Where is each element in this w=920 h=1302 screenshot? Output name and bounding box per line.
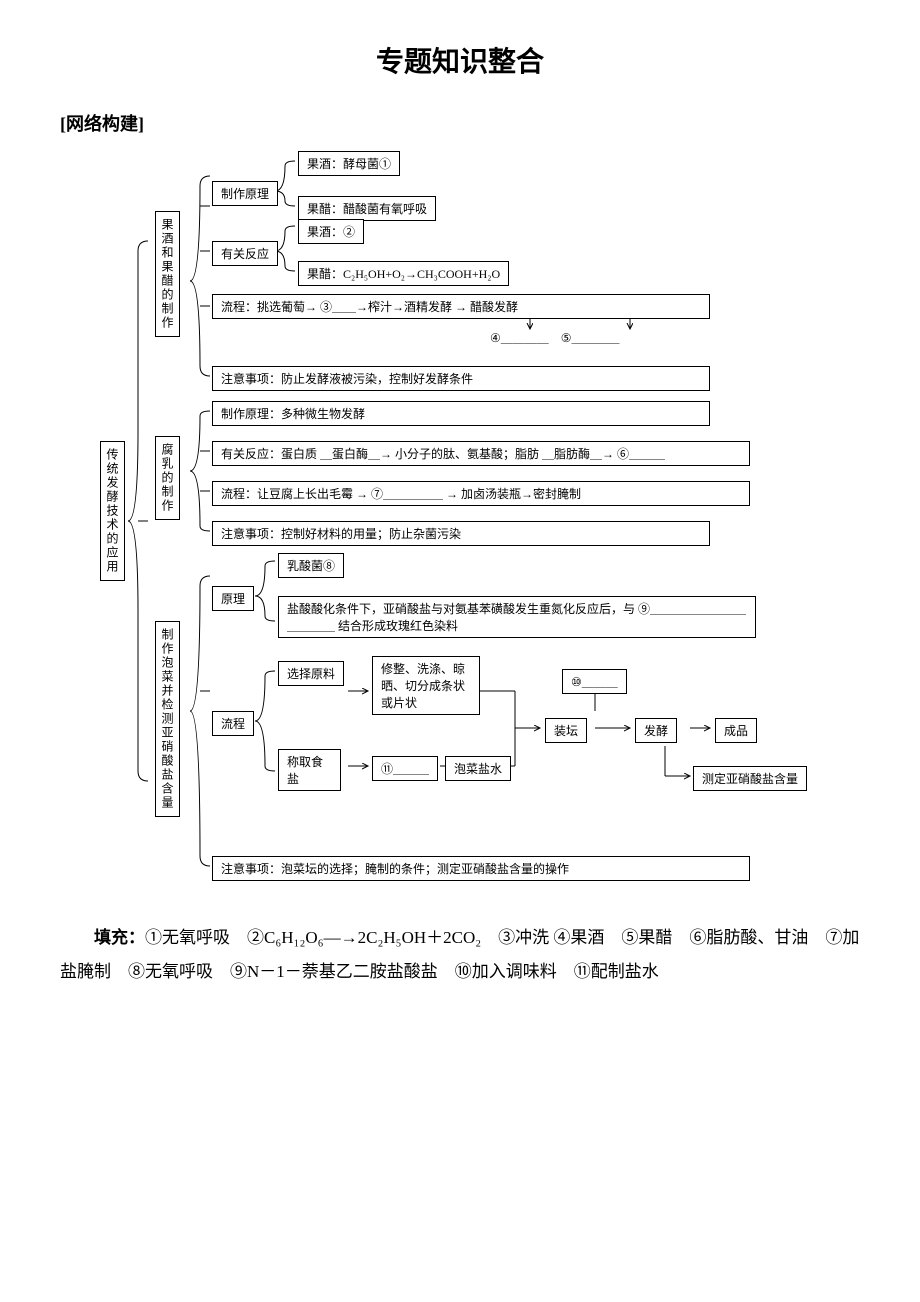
- paocai-note: 注意事项：泡菜坛的选择；腌制的条件；测定亚硝酸盐含量的操作: [212, 856, 750, 881]
- wine-note: 注意事项：防止发酵液被污染，控制好发酵条件: [212, 366, 710, 391]
- wine-reaction-label: 有关反应: [212, 241, 278, 266]
- fillin-9: ⑨N－1－萘基乙二胺盐酸盐: [230, 962, 438, 981]
- paocai-principle-1: 乳酸菌⑧: [278, 553, 344, 578]
- wine-reaction-2: 果醋：C₂H₅OH+O₂→CH₃COOH+H₂O: [298, 261, 509, 286]
- furu-note: 注意事项：控制好材料的用量；防止杂菌污染: [212, 521, 710, 546]
- wine-node: 果酒和果醋的制作: [155, 211, 180, 337]
- fillin-3: ③冲洗: [498, 928, 549, 947]
- fillin-8: ⑧无氧呼吸: [128, 962, 213, 981]
- furu-reaction: 有关反应：蛋白质 ＿蛋白酶＿→ 小分子的肽、氨基酸；脂肪 ＿脂肪酶＿→ ⑥＿＿＿: [212, 441, 750, 466]
- paocai-flow-label: 流程: [212, 711, 254, 736]
- paocai-measure: 测定亚硝酸盐含量: [693, 766, 807, 791]
- fillins-prefix: 填充：: [94, 928, 145, 947]
- wine-principle-2: 果醋：醋酸菌有氧呼吸: [298, 196, 436, 221]
- fillin-5: ⑤果醋: [621, 928, 672, 947]
- furu-node: 腐乳的制作: [155, 436, 180, 520]
- fillin-1: ①无氧呼吸: [145, 928, 230, 947]
- paocai-salt: 称取食盐: [278, 749, 341, 791]
- paocai-blank11: ⑪＿＿＿: [372, 756, 438, 781]
- root-node: 传统发酵技术的应用: [100, 441, 125, 581]
- paocai-select: 选择原料: [278, 661, 344, 686]
- paocai-prep: 修整、洗涤、晾晒、切分成条状或片状: [372, 656, 480, 715]
- paocai-jar: 装坛: [545, 718, 587, 743]
- fillin-6: ⑥脂肪酸、甘油: [689, 928, 808, 947]
- paocai-principle-label: 原理: [212, 586, 254, 611]
- page-title: 专题知识整合: [30, 40, 890, 80]
- wine-reaction-1: 果酒：②: [298, 219, 364, 244]
- fillin-2: ②C₆H₁₂O₆―→2C₂H₅OH＋2CO₂: [247, 928, 481, 947]
- fillins-block: 填充：①无氧呼吸 ②C₆H₁₂O₆―→2C₂H₅OH＋2CO₂ ③冲洗 ④果酒 …: [60, 921, 860, 989]
- paocai-brine: 泡菜盐水: [445, 756, 511, 781]
- wine-principle-label: 制作原理: [212, 181, 278, 206]
- fillin-11: ⑪配制盐水: [574, 962, 659, 981]
- concept-diagram: 传统发酵技术的应用 果酒和果醋的制作 制作原理 果酒：酵母菌① 果醋：醋酸菌有氧…: [100, 151, 820, 891]
- section-label: [网络构建]: [60, 110, 890, 136]
- wine-principle-1: 果酒：酵母菌①: [298, 151, 400, 176]
- wine-flow-sub: ④＿＿＿＿ ⑤＿＿＿＿: [490, 329, 620, 346]
- wine-flow: 流程：挑选葡萄→ ③＿＿→榨汁→酒精发酵 → 醋酸发酵: [212, 294, 710, 319]
- paocai-ferment: 发酵: [635, 718, 677, 743]
- furu-flow: 流程：让豆腐上长出毛霉 → ⑦＿＿＿＿＿ → 加卤汤装瓶→密封腌制: [212, 481, 750, 506]
- paocai-product: 成品: [715, 718, 757, 743]
- fillin-10: ⑩加入调味料: [455, 962, 557, 981]
- paocai-node: 制作泡菜并检测亚硝酸盐含量: [155, 621, 180, 817]
- paocai-principle-2: 盐酸酸化条件下，亚硝酸盐与对氨基苯磺酸发生重氮化反应后，与 ⑨＿＿＿＿＿＿＿＿＿…: [278, 596, 756, 638]
- fillin-4: ④果酒: [553, 928, 604, 947]
- paocai-flavor: ⑩＿＿＿: [562, 669, 627, 694]
- furu-principle: 制作原理：多种微生物发酵: [212, 401, 710, 426]
